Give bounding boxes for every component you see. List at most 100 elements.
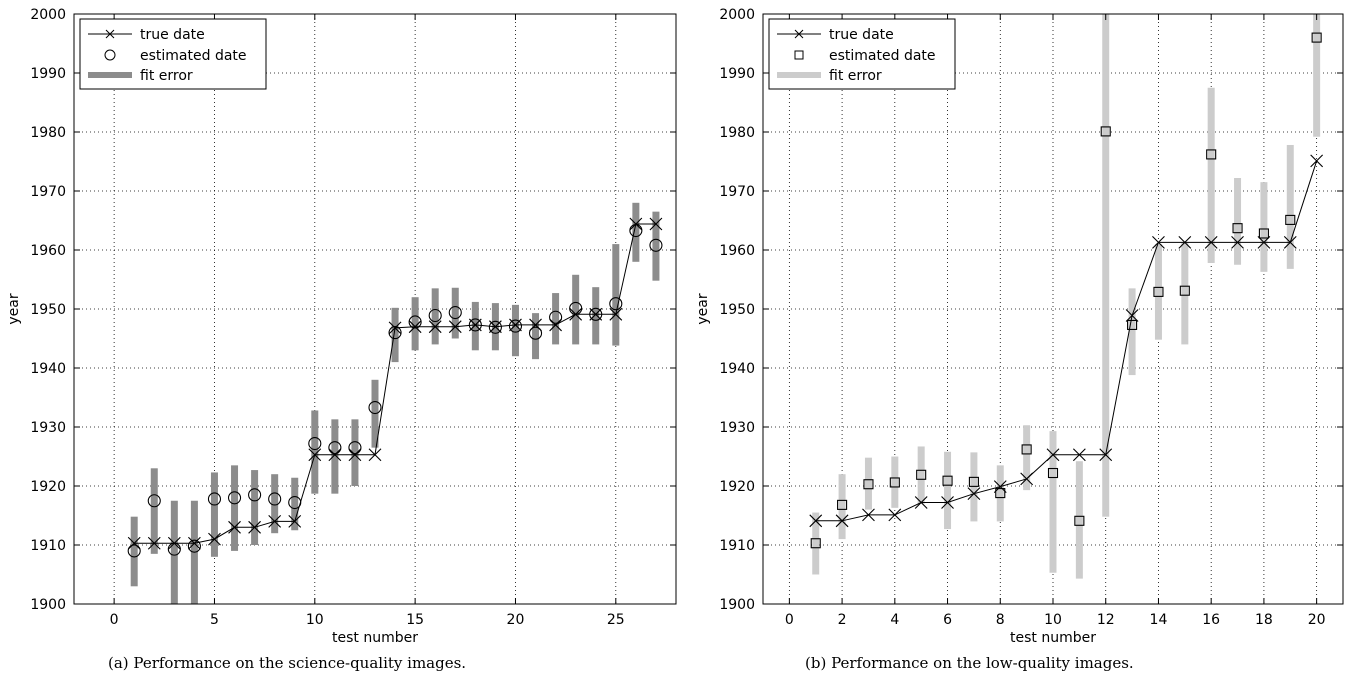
x-tick-label: 20 [507, 612, 525, 628]
estimated-date-marker [207, 492, 222, 506]
fit-error-bar [210, 472, 218, 557]
fit-error-bar [1260, 182, 1268, 272]
legend-estimated-label: estimated date [140, 48, 247, 64]
figure-caption: (b) Performance on the low-quality image… [805, 654, 1134, 672]
fit-error-bar [391, 307, 399, 363]
legend-fit-error-swatch [777, 72, 821, 78]
estimated-date-marker [1258, 228, 1269, 239]
fit-error-bar [1207, 87, 1215, 263]
true-date-marker [967, 487, 981, 501]
y-tick-label: 1900 [30, 597, 66, 613]
fit-error-bar [1154, 244, 1162, 340]
true-date-marker [408, 320, 422, 334]
estimated-date-marker [227, 491, 242, 505]
y-tick-label: 1930 [719, 420, 755, 436]
true-date-marker [248, 520, 261, 534]
true-date-marker [388, 321, 402, 335]
y-tick-label: 1910 [30, 538, 66, 554]
plot-data [809, 14, 1324, 579]
x-tick-label: 6 [943, 612, 952, 628]
fit-error-bar [331, 419, 339, 494]
estimated-date-marker [1311, 32, 1322, 43]
fit-error-bar [291, 477, 299, 531]
estimated-date-marker [649, 238, 663, 252]
ticks: 0 5 10 15 20 25 1900 1910 1920 1930 1940 1950 1960 19… [30, 7, 676, 628]
x-tick-label: 20 [1308, 612, 1326, 628]
x-tick-label: 5 [210, 612, 219, 628]
true-date-marker [348, 448, 362, 462]
true-date-marker [1310, 154, 1324, 168]
true-date-marker [1178, 235, 1192, 249]
x-tick-label: 10 [306, 612, 324, 628]
fit-error-bar [532, 313, 540, 360]
true-date-marker [268, 515, 282, 528]
estimated-date-marker [609, 297, 623, 311]
fit-error-bar [812, 512, 820, 575]
true-date-marker [127, 536, 141, 550]
estimated-date-marker [348, 441, 362, 455]
fit-error-bar [1234, 178, 1242, 265]
x-tick-label: 25 [607, 612, 625, 628]
estimated-date-marker [428, 308, 442, 323]
estimated-date-marker [268, 492, 282, 506]
chart-panel-a: 0 5 10 15 20 25 1900 1910 1920 1930 1940 1950 1960 19… [6, 7, 677, 672]
x-tick-label: 18 [1255, 612, 1273, 628]
fit-error-bar [431, 288, 439, 345]
fit-error-bar [251, 470, 259, 545]
fit-error-bar [1128, 288, 1136, 376]
true-date-line [815, 160, 1318, 522]
x-tick-label: 10 [1044, 612, 1062, 628]
y-tick-label: 1960 [30, 243, 66, 259]
fit-error-bar [271, 474, 279, 534]
true-date-marker [1283, 235, 1297, 249]
estimated-date-marker [468, 318, 482, 332]
true-date-marker [1204, 235, 1218, 249]
legend-true-date-marker [105, 29, 115, 39]
x-tick-label: 15 [406, 612, 424, 628]
estimated-date-marker [248, 488, 262, 502]
y-tick-label: 1950 [719, 302, 755, 318]
estimated-date-marker [1100, 126, 1111, 137]
estimated-date-marker [288, 495, 302, 510]
true-date-marker [288, 515, 302, 528]
fit-error-bar [917, 446, 925, 504]
estimated-date-marker [1047, 467, 1059, 479]
estimated-date-marker [147, 494, 161, 508]
true-date-marker [368, 448, 382, 462]
y-tick-label: 1910 [719, 538, 755, 554]
fit-error-bar [632, 202, 640, 262]
estimated-date-marker [388, 326, 402, 340]
fit-error-bar [944, 451, 952, 530]
true-date-marker [1099, 448, 1113, 462]
fit-error-bar [411, 297, 419, 351]
fit-error-bar [652, 211, 660, 281]
legend-true-date-label: true date [140, 27, 205, 43]
y-tick-label: 1970 [30, 184, 66, 200]
fit-error-bar [1181, 242, 1189, 345]
y-tick-label: 1920 [30, 479, 66, 495]
fit-error-bar [838, 474, 846, 540]
true-date-marker [1072, 448, 1086, 462]
true-date-marker [549, 318, 562, 332]
estimated-date-marker [995, 488, 1006, 499]
fit-error-bar [351, 419, 359, 486]
true-date-marker [1046, 448, 1060, 462]
estimated-date-marker [187, 539, 201, 553]
fit-error-bar [1102, 14, 1110, 517]
y-tick-label: 1940 [30, 361, 66, 377]
estimated-date-marker [863, 479, 874, 490]
fit-error-bar [451, 287, 459, 339]
ticks: 0 2 4 6 8 10 12 14 16 18 20 1900 1910 1920 1930 1940 195… [719, 7, 1343, 628]
fit-error-bar [1313, 14, 1321, 137]
fit-error-bar [612, 244, 620, 346]
true-date-marker [1231, 235, 1244, 249]
x-tick-label: 0 [785, 612, 794, 628]
fit-error-bar [511, 304, 519, 357]
fit-error-bar [190, 500, 198, 604]
true-date-marker [609, 307, 623, 321]
estimated-date-marker [916, 469, 927, 480]
estimated-date-marker [1179, 285, 1190, 296]
true-date-marker [809, 514, 823, 528]
y-tick-label: 2000 [719, 7, 755, 23]
